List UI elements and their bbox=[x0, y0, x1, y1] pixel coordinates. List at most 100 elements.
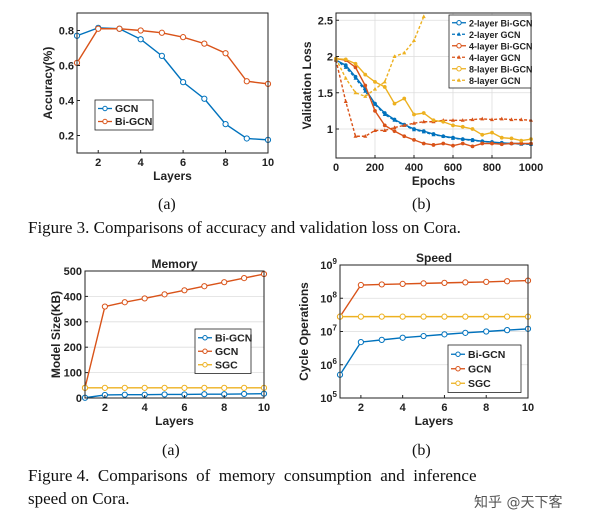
data-point bbox=[480, 116, 485, 121]
data-point bbox=[420, 332, 427, 340]
legend-label: Bi-GCN bbox=[215, 332, 252, 344]
data-point bbox=[382, 85, 387, 89]
data-point bbox=[373, 108, 377, 113]
x-axis-label: Layers bbox=[415, 414, 454, 428]
data-point bbox=[412, 112, 416, 117]
x-tick-label: 8 bbox=[221, 402, 227, 414]
data-point bbox=[519, 117, 524, 122]
data-point bbox=[243, 78, 250, 85]
data-point bbox=[509, 141, 514, 146]
data-point bbox=[499, 142, 504, 147]
data-point bbox=[201, 384, 208, 391]
data-point bbox=[121, 384, 128, 391]
y-axis-label: Validation Loss bbox=[300, 41, 314, 129]
data-point bbox=[421, 14, 426, 19]
exponent: 9 bbox=[333, 257, 338, 266]
legend-marker bbox=[455, 380, 461, 386]
x-tick-label: 6 bbox=[180, 157, 186, 169]
y-tick-label: 106 bbox=[320, 357, 337, 372]
legend-label: Bi-GCN bbox=[468, 349, 505, 361]
data-point bbox=[201, 40, 208, 47]
data-point bbox=[470, 138, 475, 143]
data-point bbox=[378, 281, 385, 288]
exponent: 8 bbox=[333, 290, 338, 299]
data-point bbox=[137, 27, 144, 34]
data-point bbox=[399, 280, 406, 288]
y-tick-label: 1 bbox=[327, 124, 333, 136]
data-point bbox=[222, 50, 229, 57]
legend-label: 2-layer Bi-GCN bbox=[469, 18, 533, 28]
data-point bbox=[221, 279, 228, 286]
data-point bbox=[201, 283, 208, 290]
fig3-caption: Figure 3. Comparisons of accuracy and va… bbox=[28, 218, 461, 237]
data-point bbox=[378, 313, 385, 320]
data-point bbox=[357, 313, 364, 320]
data-point bbox=[201, 95, 208, 102]
legend-marker bbox=[455, 351, 461, 357]
x-tick-label: 2 bbox=[358, 402, 364, 414]
data-point bbox=[373, 128, 377, 132]
legend-label: SGC bbox=[468, 378, 491, 390]
x-tick-label: 8 bbox=[222, 157, 228, 169]
data-point bbox=[460, 136, 465, 141]
y-axis-label: Model Size(KB) bbox=[49, 291, 63, 378]
data-point bbox=[431, 118, 436, 123]
data-point bbox=[141, 384, 148, 391]
data-point bbox=[421, 141, 426, 146]
legend-marker bbox=[202, 362, 208, 368]
y-tick-label: 0.8 bbox=[59, 26, 74, 38]
y-axis-label: Accuracy(%) bbox=[41, 47, 55, 120]
axes-frame bbox=[84, 270, 265, 399]
data-point bbox=[161, 291, 168, 298]
data-point bbox=[499, 116, 504, 121]
fig3-subcaption-a: (a) bbox=[158, 196, 176, 213]
legend-label: GCN bbox=[215, 346, 238, 358]
legend-label: 8-layer Bi-GCN bbox=[469, 64, 533, 74]
fig4-subcaption-b: (b) bbox=[412, 442, 431, 459]
data-point bbox=[412, 121, 416, 125]
legend-label: GCN bbox=[115, 103, 138, 115]
data-point bbox=[431, 143, 436, 147]
data-point bbox=[373, 86, 377, 91]
data-point bbox=[402, 50, 407, 55]
legend-marker bbox=[456, 20, 462, 26]
data-point bbox=[158, 29, 165, 36]
data-point bbox=[382, 79, 387, 84]
x-tick-label: 10 bbox=[262, 157, 274, 169]
x-tick-label: 10 bbox=[258, 402, 270, 414]
x-tick-label: 400 bbox=[405, 162, 423, 174]
fig4-caption-line1: Figure 4. Comparisons of memory consumpt… bbox=[28, 466, 477, 485]
data-point bbox=[504, 278, 511, 285]
data-point bbox=[343, 76, 348, 80]
data-point bbox=[412, 137, 416, 142]
legend-marker bbox=[455, 366, 461, 372]
legend-marker bbox=[457, 32, 461, 36]
data-point bbox=[343, 65, 348, 69]
data-point bbox=[116, 25, 123, 32]
data-point bbox=[180, 34, 187, 41]
exponent: 6 bbox=[333, 357, 338, 366]
y-tick-label: 500 bbox=[64, 266, 82, 278]
y-tick-label: 2.5 bbox=[318, 15, 333, 27]
data-point bbox=[161, 384, 168, 391]
y-tick-label: 2 bbox=[327, 52, 333, 64]
data-point bbox=[241, 384, 248, 391]
chart-f4b: 2 4 6 8 10 105 106 107 108 109 Layers Cycle Operati… bbox=[297, 251, 534, 428]
data-point bbox=[460, 141, 465, 146]
data-point bbox=[363, 72, 368, 77]
data-point bbox=[382, 123, 387, 128]
watermark: 知乎 @天下客 bbox=[474, 495, 563, 511]
legend-label: 4-layer Bi-GCN bbox=[469, 41, 533, 51]
data-point bbox=[399, 334, 406, 341]
data-point bbox=[222, 121, 229, 128]
data-point bbox=[480, 132, 485, 137]
exponent: 7 bbox=[333, 324, 338, 333]
legend-label: 2-layer GCN bbox=[469, 30, 521, 40]
data-point bbox=[462, 313, 469, 320]
data-point bbox=[402, 123, 407, 127]
data-point bbox=[470, 144, 475, 149]
x-tick-label: 800 bbox=[483, 162, 501, 174]
x-tick-label: 10 bbox=[522, 402, 534, 414]
data-point bbox=[363, 134, 368, 138]
